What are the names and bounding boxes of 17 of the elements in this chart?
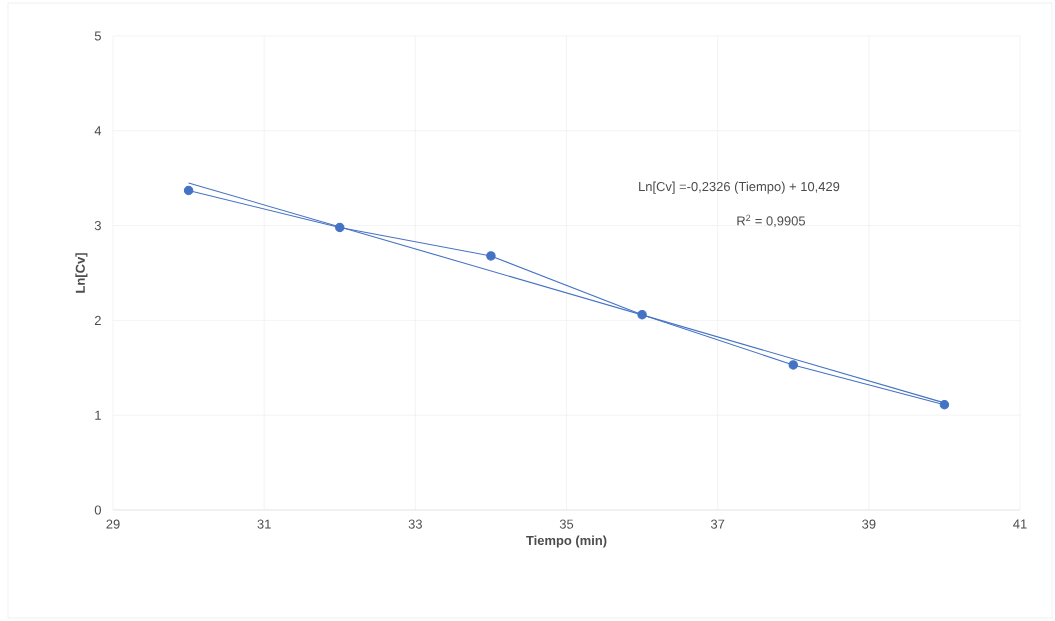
y-tick-label: 4 (94, 126, 102, 136)
y-tick-label: 0 (94, 505, 101, 515)
y-tick-label: 1 (95, 410, 101, 420)
x-tick-label: 37 (710, 519, 725, 529)
annotation: Ln[Cv] =-0,2326 (Tiempo) + 10,429 (639, 181, 840, 194)
x-tick-label: 31 (257, 519, 271, 529)
x-tick-label: 35 (559, 519, 574, 529)
y-tick-label: 3 (94, 221, 101, 231)
x-axis-title: Tiempo (min) (526, 535, 607, 548)
y-tick-label: 2 (94, 315, 101, 325)
x-tick-label: 41 (1013, 519, 1027, 529)
x-tick-label: 29 (106, 519, 120, 529)
x-tick-label: 39 (862, 519, 876, 529)
x-tick-label: 33 (408, 519, 422, 529)
y-axis-title: Ln[Cv] (75, 253, 88, 293)
annotation: R$^{2}$ = 0,9905 (737, 214, 806, 228)
y-tick-label: 5 (94, 31, 101, 41)
